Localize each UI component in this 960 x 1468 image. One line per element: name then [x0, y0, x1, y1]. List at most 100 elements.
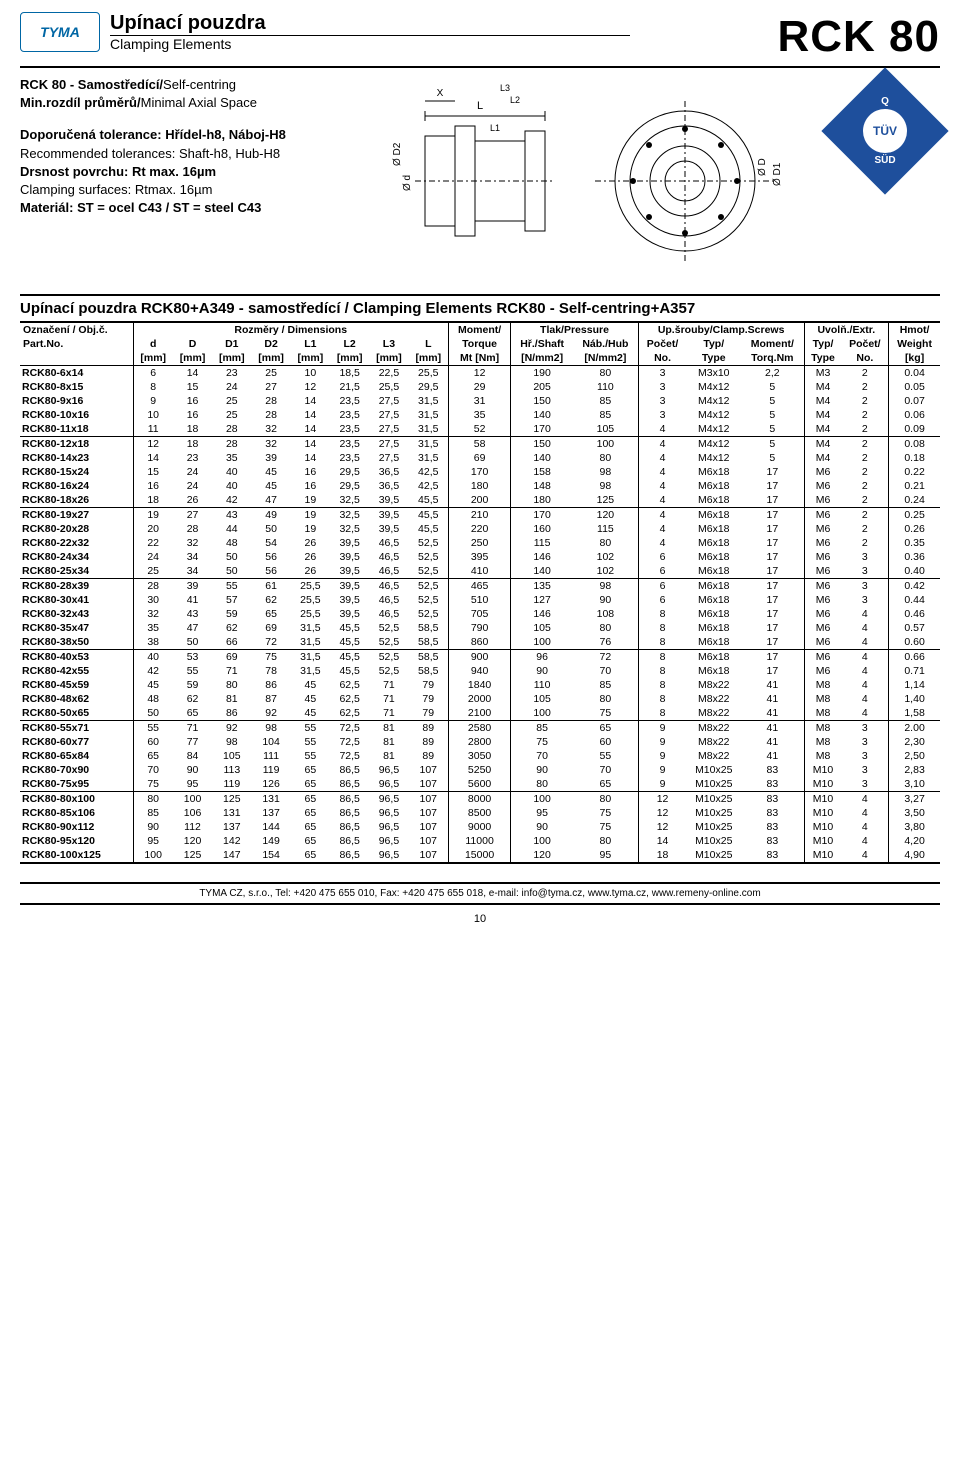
row-cell: 31,5 [291, 650, 330, 665]
info-line2-cz: Min.rozdíl průměrů/ [20, 95, 141, 110]
row-cell: 14 [291, 394, 330, 408]
row-cell: 2 [842, 394, 889, 408]
row-cell: 205 [511, 380, 573, 394]
row-cell: 69 [212, 650, 251, 665]
row-cell: 26 [291, 536, 330, 550]
row-cell: 16 [291, 479, 330, 493]
row-cell: 65 [573, 777, 638, 792]
row-cell: 78 [251, 664, 290, 678]
row-cell: 150 [511, 394, 573, 408]
row-cell: 83 [741, 848, 804, 863]
row-cell: 4 [842, 820, 889, 834]
row-cell: M6 [804, 536, 842, 550]
row-cell: 71 [369, 706, 408, 721]
row-cell: 107 [409, 806, 449, 820]
row-cell: 81 [369, 735, 408, 749]
h3-0 [20, 351, 133, 366]
row-cell: 4 [638, 465, 686, 479]
row-cell: 98 [573, 465, 638, 479]
row-cell: 46,5 [369, 607, 408, 621]
table-head: Označení / Obj.č. Rozměry / Dimensions M… [20, 322, 940, 366]
table-row: RCK80-95x120951201421496586,596,51071100… [20, 834, 940, 848]
row-cell: 29 [448, 380, 510, 394]
row-cell: 34 [173, 564, 212, 579]
row-cell: 65 [133, 749, 173, 763]
row-cell: M6 [804, 635, 842, 650]
info-tol-en: Recommended tolerances: Shaft-h8, Hub-H8 [20, 145, 320, 163]
row-cell: 148 [511, 479, 573, 493]
row-cell: 52,5 [409, 550, 449, 564]
row-cell: 86,5 [330, 806, 369, 820]
row-cell: M6x18 [686, 522, 741, 536]
row-cell: 65 [251, 607, 290, 621]
h2-wt: Weight [889, 337, 940, 351]
row-label: RCK80-19x27 [20, 508, 133, 523]
row-cell: 60 [133, 735, 173, 749]
row-cell: 21,5 [330, 380, 369, 394]
table-row: RCK80-19x27192743491932,539,545,52101701… [20, 508, 940, 523]
table-row: RCK80-32x433243596525,539,546,552,570514… [20, 607, 940, 621]
row-cell: 36,5 [369, 479, 408, 493]
row-cell: 85 [133, 806, 173, 820]
row-cell: 79 [409, 692, 449, 706]
svg-text:L2: L2 [510, 95, 520, 105]
row-cell: 35 [212, 451, 251, 465]
table-row: RCK80-12x18121828321423,527,531,55815010… [20, 437, 940, 452]
row-cell: 29,5 [409, 380, 449, 394]
row-cell: 65 [291, 848, 330, 863]
row-cell: 0.06 [889, 408, 940, 422]
row-cell: 79 [409, 678, 449, 692]
row-cell: 154 [251, 848, 290, 863]
row-cell: 140 [511, 564, 573, 579]
row-cell: 39,5 [330, 607, 369, 621]
row-cell: 5 [741, 380, 804, 394]
row-cell: 55 [212, 579, 251, 594]
row-cell: 9000 [448, 820, 510, 834]
row-cell: 86,5 [330, 834, 369, 848]
row-cell: 32 [173, 536, 212, 550]
row-cell: 32 [251, 422, 290, 437]
info-surf-cz: Drsnost povrchu: Rt max. 16µm [20, 163, 320, 181]
table-row: RCK80-24x34243450562639,546,552,53951461… [20, 550, 940, 564]
row-cell: 105 [511, 621, 573, 635]
h3-1: [mm] [133, 351, 173, 366]
row-cell: 2 [842, 479, 889, 493]
row-cell: 35 [448, 408, 510, 422]
row-label: RCK80-48x62 [20, 692, 133, 706]
row-cell: 25 [212, 394, 251, 408]
row-cell: M6 [804, 650, 842, 665]
row-cell: 0.21 [889, 479, 940, 493]
info-surf-en: Clamping surfaces: Rtmax. 16µm [20, 181, 320, 199]
row-cell: 86,5 [330, 763, 369, 777]
row-cell: 12 [133, 437, 173, 452]
row-cell: 395 [448, 550, 510, 564]
table-title: Upínací pouzdra RCK80+A349 - samostředíc… [20, 294, 940, 321]
row-cell: 105 [573, 422, 638, 437]
row-cell: 2 [842, 536, 889, 550]
table-row: RCK80-75x9575951191266586,596,5107560080… [20, 777, 940, 792]
row-cell: 19 [291, 508, 330, 523]
row-cell: 860 [448, 635, 510, 650]
table-row: RCK80-90x112901121371446586,596,51079000… [20, 820, 940, 834]
row-cell: 2.00 [889, 721, 940, 736]
row-cell: 44 [212, 522, 251, 536]
h-dimensions: Rozměry / Dimensions [133, 322, 448, 337]
row-cell: 31,5 [409, 408, 449, 422]
row-cell: 98 [573, 479, 638, 493]
row-cell: 31,5 [409, 394, 449, 408]
row-cell: 3 [842, 550, 889, 564]
row-cell: 3 [842, 777, 889, 792]
row-cell: 23 [173, 451, 212, 465]
row-cell: 86,5 [330, 848, 369, 863]
table-row: RCK80-15x24152440451629,536,542,51701589… [20, 465, 940, 479]
row-label: RCK80-75x95 [20, 777, 133, 792]
row-cell: 17 [741, 493, 804, 508]
row-cell: 17 [741, 635, 804, 650]
row-cell: 65 [291, 820, 330, 834]
row-cell: 98 [251, 721, 290, 736]
row-cell: 0.57 [889, 621, 940, 635]
row-cell: 4 [842, 706, 889, 721]
row-cell: 96,5 [369, 777, 408, 792]
row-cell: 65 [291, 777, 330, 792]
row-cell: 70 [511, 749, 573, 763]
